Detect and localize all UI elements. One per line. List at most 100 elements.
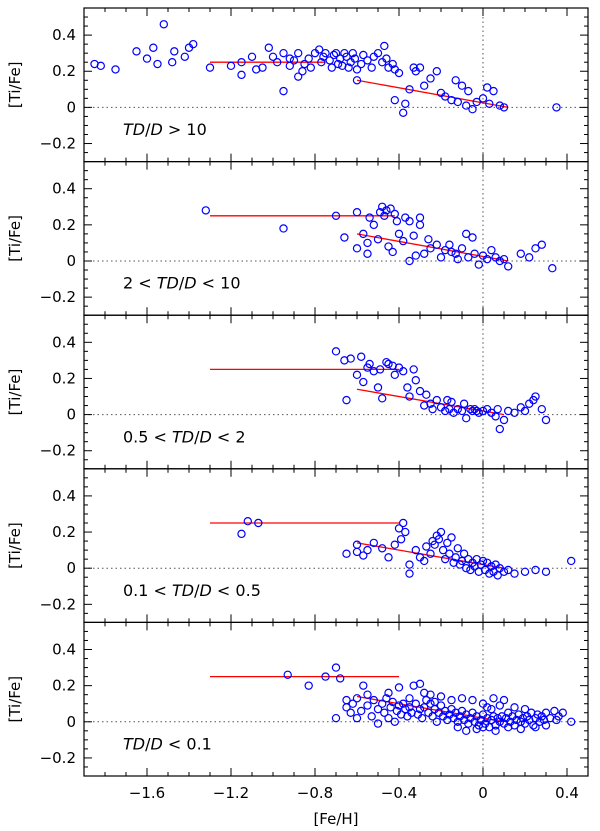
data-point [420,688,429,698]
x-tick-label: −1.6 [129,784,165,802]
data-point [510,703,519,712]
data-point [405,569,414,578]
y-tick-label: 0.4 [52,333,76,351]
data-point [483,703,492,712]
data-point [149,43,158,52]
data-point [285,61,294,71]
data-point [472,406,481,416]
data-point [365,359,374,369]
data-point [399,236,408,246]
data-point [510,408,519,417]
data-point [111,65,120,74]
y-tick-label: 0.2 [52,62,76,80]
data-point [415,213,425,222]
data-point [468,233,477,242]
data-point [447,695,456,705]
data-point [352,540,362,549]
data-point [390,370,399,380]
data-point [132,47,141,56]
panel-label-part: < 0.1 [163,734,212,753]
data-point [478,94,488,103]
data-point [142,54,152,63]
data-point [279,86,288,96]
data-point [331,663,341,672]
data-point [365,213,374,222]
data-point [346,354,355,363]
data-point [201,206,210,215]
data-point [378,544,387,553]
data-point [436,701,446,710]
data-point [96,61,106,71]
data-point [485,99,494,108]
data-point [392,217,402,226]
y-tick-label: 0.2 [52,369,76,387]
data-point [478,556,488,566]
panel-label: 0.1 < TD/D < 0.5 [123,581,261,600]
data-point [268,52,278,61]
data-point [399,367,408,376]
data-point [451,249,460,258]
data-point [453,544,462,553]
data-point [373,235,383,244]
x-tick-label: 0 [478,784,488,802]
data-point [432,240,441,249]
data-point [390,717,399,726]
data-point [340,233,349,242]
data-point [474,408,483,417]
data-point [399,699,408,708]
data-point [462,726,471,736]
data-point [394,683,404,692]
data-point [405,256,414,266]
data-point [352,65,362,74]
data-point [447,247,456,257]
data-point [487,245,496,255]
data-point [445,240,454,249]
data-point [462,563,471,573]
ticks [84,468,589,623]
fit-line-2 [356,79,509,109]
data-point [525,253,534,262]
data-point [359,229,368,239]
data-point [380,41,389,51]
data-point [462,414,471,423]
data-point [352,76,362,85]
data-point [426,699,435,708]
y-tick-label: 0.2 [52,216,76,234]
data-point [453,404,462,414]
data-point [426,549,435,558]
data-point [333,59,343,69]
data-point [478,406,488,416]
data-point [430,697,439,707]
data-point [399,108,408,118]
y-tick-label: −0.2 [40,595,76,613]
data-point [403,383,412,392]
y-tick-label: 0.2 [52,677,76,695]
data-point [541,721,551,730]
x-tick-label: −1.2 [213,784,249,802]
data-point [415,220,425,230]
data-point [369,695,378,705]
data-point [342,395,351,405]
data-point [254,518,263,528]
data-point [289,56,299,65]
data-point [247,52,257,61]
data-point [457,694,467,703]
data-point [363,545,372,555]
data-point [348,48,357,58]
data-point [264,43,273,52]
data-point [436,527,446,537]
panel-5: 0.4 0.2 0 −0.2 [Ti/Fe] TD/D < 0.1 −1.6 −1.2 −0.8… [6,621,589,828]
data-points [201,202,557,273]
data-point [459,549,469,558]
panel-label-part: D [200,427,212,446]
data-point [237,529,246,539]
data-point [462,229,471,239]
panel-3: 0.4 0.2 0 −0.2 [Ti/Fe] 0.5 < TD/D < 2 [6,314,589,470]
data-point [188,39,198,49]
panel-label-part: TD [123,734,145,753]
data-point [386,703,395,712]
panel-label-part: / [145,120,151,139]
data-point [411,251,420,260]
data-point [552,715,561,725]
data-points [237,517,576,580]
